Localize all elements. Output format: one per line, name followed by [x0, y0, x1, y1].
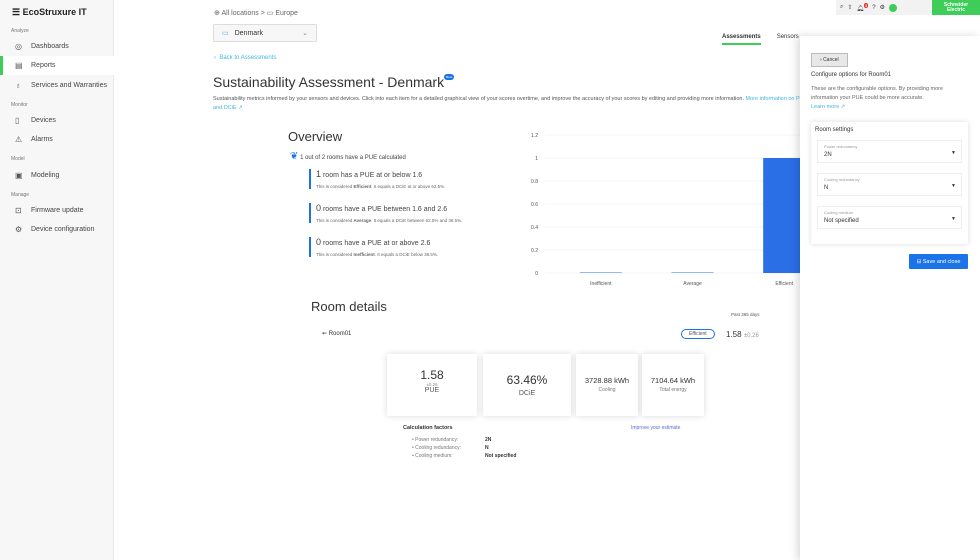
sidebar-item-firmware[interactable]: ⊡ Firmware update [15, 206, 84, 215]
panel-text: These are the configurable options. By p… [811, 86, 944, 110]
notification-badge: 3 [864, 3, 869, 8]
crumb-europe[interactable]: Europe [275, 10, 298, 17]
learn-more-link[interactable]: Learn more ↗ [811, 104, 846, 110]
section-label: Manage [11, 192, 30, 198]
sidebar-item-alarms[interactable]: ⚠ Alarms [15, 135, 53, 144]
sidebar: ☰ EcoStruxure IT Analyze ◎ Dashboards ▤ Re… [0, 0, 114, 560]
dcie-card[interactable]: 63.46% DCiE [483, 354, 571, 416]
room-icon: ⇜ [322, 331, 328, 337]
power-redundancy-select[interactable]: Power redundancy 2N ▼ [817, 140, 962, 163]
sidebar-item-modeling[interactable]: ▣ Modeling [15, 171, 60, 180]
room-pue: 1.58 ±0.26 [726, 330, 759, 339]
overview-title: Overview [288, 129, 343, 144]
bar-efficient [763, 158, 800, 273]
firmware-icon: ⊡ [15, 206, 22, 215]
globe-icon: ⊕ [214, 10, 220, 17]
device-icon: ▯ [15, 116, 20, 125]
bell-icon[interactable]: 🔔︎3 [856, 3, 869, 12]
y-tick-label: 1.2 [531, 133, 538, 139]
bar-inefficient [579, 272, 622, 273]
room-settings-title: Room settings [815, 127, 854, 133]
overview-summary: ❦ 1 out of 2 rooms have a PUE calculated [290, 151, 406, 162]
sidebar-item-dashboards[interactable]: ◎ Dashboards [15, 42, 69, 51]
sidebar-item-reports[interactable]: ▤ Reports [0, 56, 114, 75]
tab-sensors[interactable]: Sensors [776, 34, 799, 40]
sidebar-item-devices[interactable]: ▯ Devices [15, 116, 56, 125]
stat-inefficient: 0 rooms have a PUE at or above 2.6 This i… [309, 237, 519, 257]
services-icon: ♁ [15, 81, 21, 90]
cancel-button[interactable]: › Cancel [811, 53, 848, 67]
y-tick-label: 0.6 [531, 202, 538, 208]
top-toolbar: ⌕ ⇧ 🔔︎3 ? ⚙ Schneider Electric [836, 0, 980, 15]
eye-icon: ◎ [15, 42, 22, 51]
stat-average: 0 rooms have a PUE between 1.6 and 2.6 Th… [309, 203, 519, 223]
x-tick-label: Inefficient [590, 281, 612, 287]
page-title: Sustainability Assessment - Denmark Beta [213, 74, 455, 90]
section-label: Monitor [11, 102, 28, 108]
cooling-medium-select[interactable]: Cooling medium Not specified ▼ [817, 206, 962, 229]
folder-icon: ▭ [222, 30, 229, 37]
settings-icon[interactable]: ⚙ [879, 5, 885, 11]
breadcrumb: ⊕ All locations > ▭ Europe [214, 10, 298, 17]
y-tick-label: 1 [535, 156, 538, 162]
y-tick-label: 0.2 [531, 248, 538, 254]
factor-item: • Cooling medium: Not specified [412, 453, 517, 459]
pue-card[interactable]: 1.58 ±0.26 PUE [387, 354, 477, 416]
chevron-down-icon: ⌄ [302, 30, 308, 37]
y-tick-label: 0 [535, 271, 538, 277]
upload-icon[interactable]: ⇧ [847, 5, 853, 11]
x-tick-label: Efficient [775, 281, 793, 287]
x-tick-label: Average [683, 281, 702, 287]
tab-assessments[interactable]: Assessments [722, 34, 761, 45]
y-tick-label: 0.4 [531, 225, 538, 231]
configure-panel: › Cancel Configure options for Room01 Th… [800, 36, 980, 560]
bar-average [671, 272, 714, 273]
back-link[interactable]: ‹ Back to Assessments [214, 55, 277, 61]
cooling-redundancy-select[interactable]: Cooling redundancy N ▼ [817, 173, 962, 196]
save-icon: ⊟ [916, 258, 922, 265]
sidebar-item-services[interactable]: ♁ Services and Warranties [15, 81, 107, 90]
report-icon: ▤ [15, 61, 23, 70]
factors-title: Calculation factors [403, 425, 453, 431]
config-icon: ⚙ [15, 225, 23, 234]
save-and-close-button[interactable]: ⊟ Save and close [909, 254, 968, 269]
tabs: Assessments Sensors [722, 34, 799, 45]
location-select[interactable]: ▭ Denmark ⌄ [213, 24, 317, 42]
y-tick-label: 0.8 [531, 179, 538, 185]
hamburger-icon[interactable]: ☰ [12, 7, 21, 17]
modeling-icon: ▣ [15, 171, 23, 180]
help-icon[interactable]: ? [872, 4, 876, 11]
leaf-icon: ❦ [290, 151, 299, 162]
info-link[interactable]: More information on PUE and DCiE ↗ [213, 96, 808, 111]
total-energy-card[interactable]: 7104.64 kWh Total energy [642, 354, 704, 416]
search-icon[interactable]: ⌕ [840, 4, 844, 10]
app-logo: ☰ EcoStruxure IT [12, 7, 87, 17]
factor-item: • Power redundancy: 2N [412, 437, 492, 443]
beta-badge: Beta [444, 74, 455, 80]
status-badge: Efficient [681, 329, 715, 339]
room-name[interactable]: ⇜ Room01 [322, 331, 352, 337]
factor-item: • Cooling redundancy: N [412, 445, 489, 451]
room-settings-card: Room settings Power redundancy 2N ▼ Coolin… [811, 122, 968, 244]
efficiency-bar-chart: 0 0.2 0.4 0.6 0.8 1 1.2 Inefficient Average Effic… [531, 133, 800, 287]
page-description: Sustainability metrics informed by your … [213, 96, 808, 111]
caret-down-icon: ▼ [951, 150, 956, 156]
caret-down-icon: ▼ [951, 183, 956, 189]
caret-down-icon: ▼ [951, 216, 956, 222]
crumb-all-locations[interactable]: All locations [221, 10, 259, 17]
user-avatar[interactable] [889, 3, 897, 12]
section-label: Analyze [11, 28, 29, 34]
panel-title: Configure options for Room01 [811, 72, 892, 78]
cooling-card[interactable]: 3728.88 kWh Cooling [576, 354, 638, 416]
stat-efficient: 1 room has a PUE at or below 1.6 This is … [309, 169, 519, 189]
period-label: Past 365 days [731, 312, 760, 317]
improve-estimate-link[interactable]: Improve your estimate [631, 425, 681, 431]
folder-icon: ▭ [266, 10, 274, 17]
room-details-title: Room details [311, 299, 387, 314]
sidebar-item-device-config[interactable]: ⚙ Device configuration [15, 225, 95, 234]
brand-logo: Schneider Electric [932, 0, 980, 15]
factors-list: • Power redundancy: 2N • Cooling redundan… [412, 436, 516, 460]
section-label: Model [11, 156, 25, 162]
warning-icon: ⚠ [15, 135, 23, 144]
